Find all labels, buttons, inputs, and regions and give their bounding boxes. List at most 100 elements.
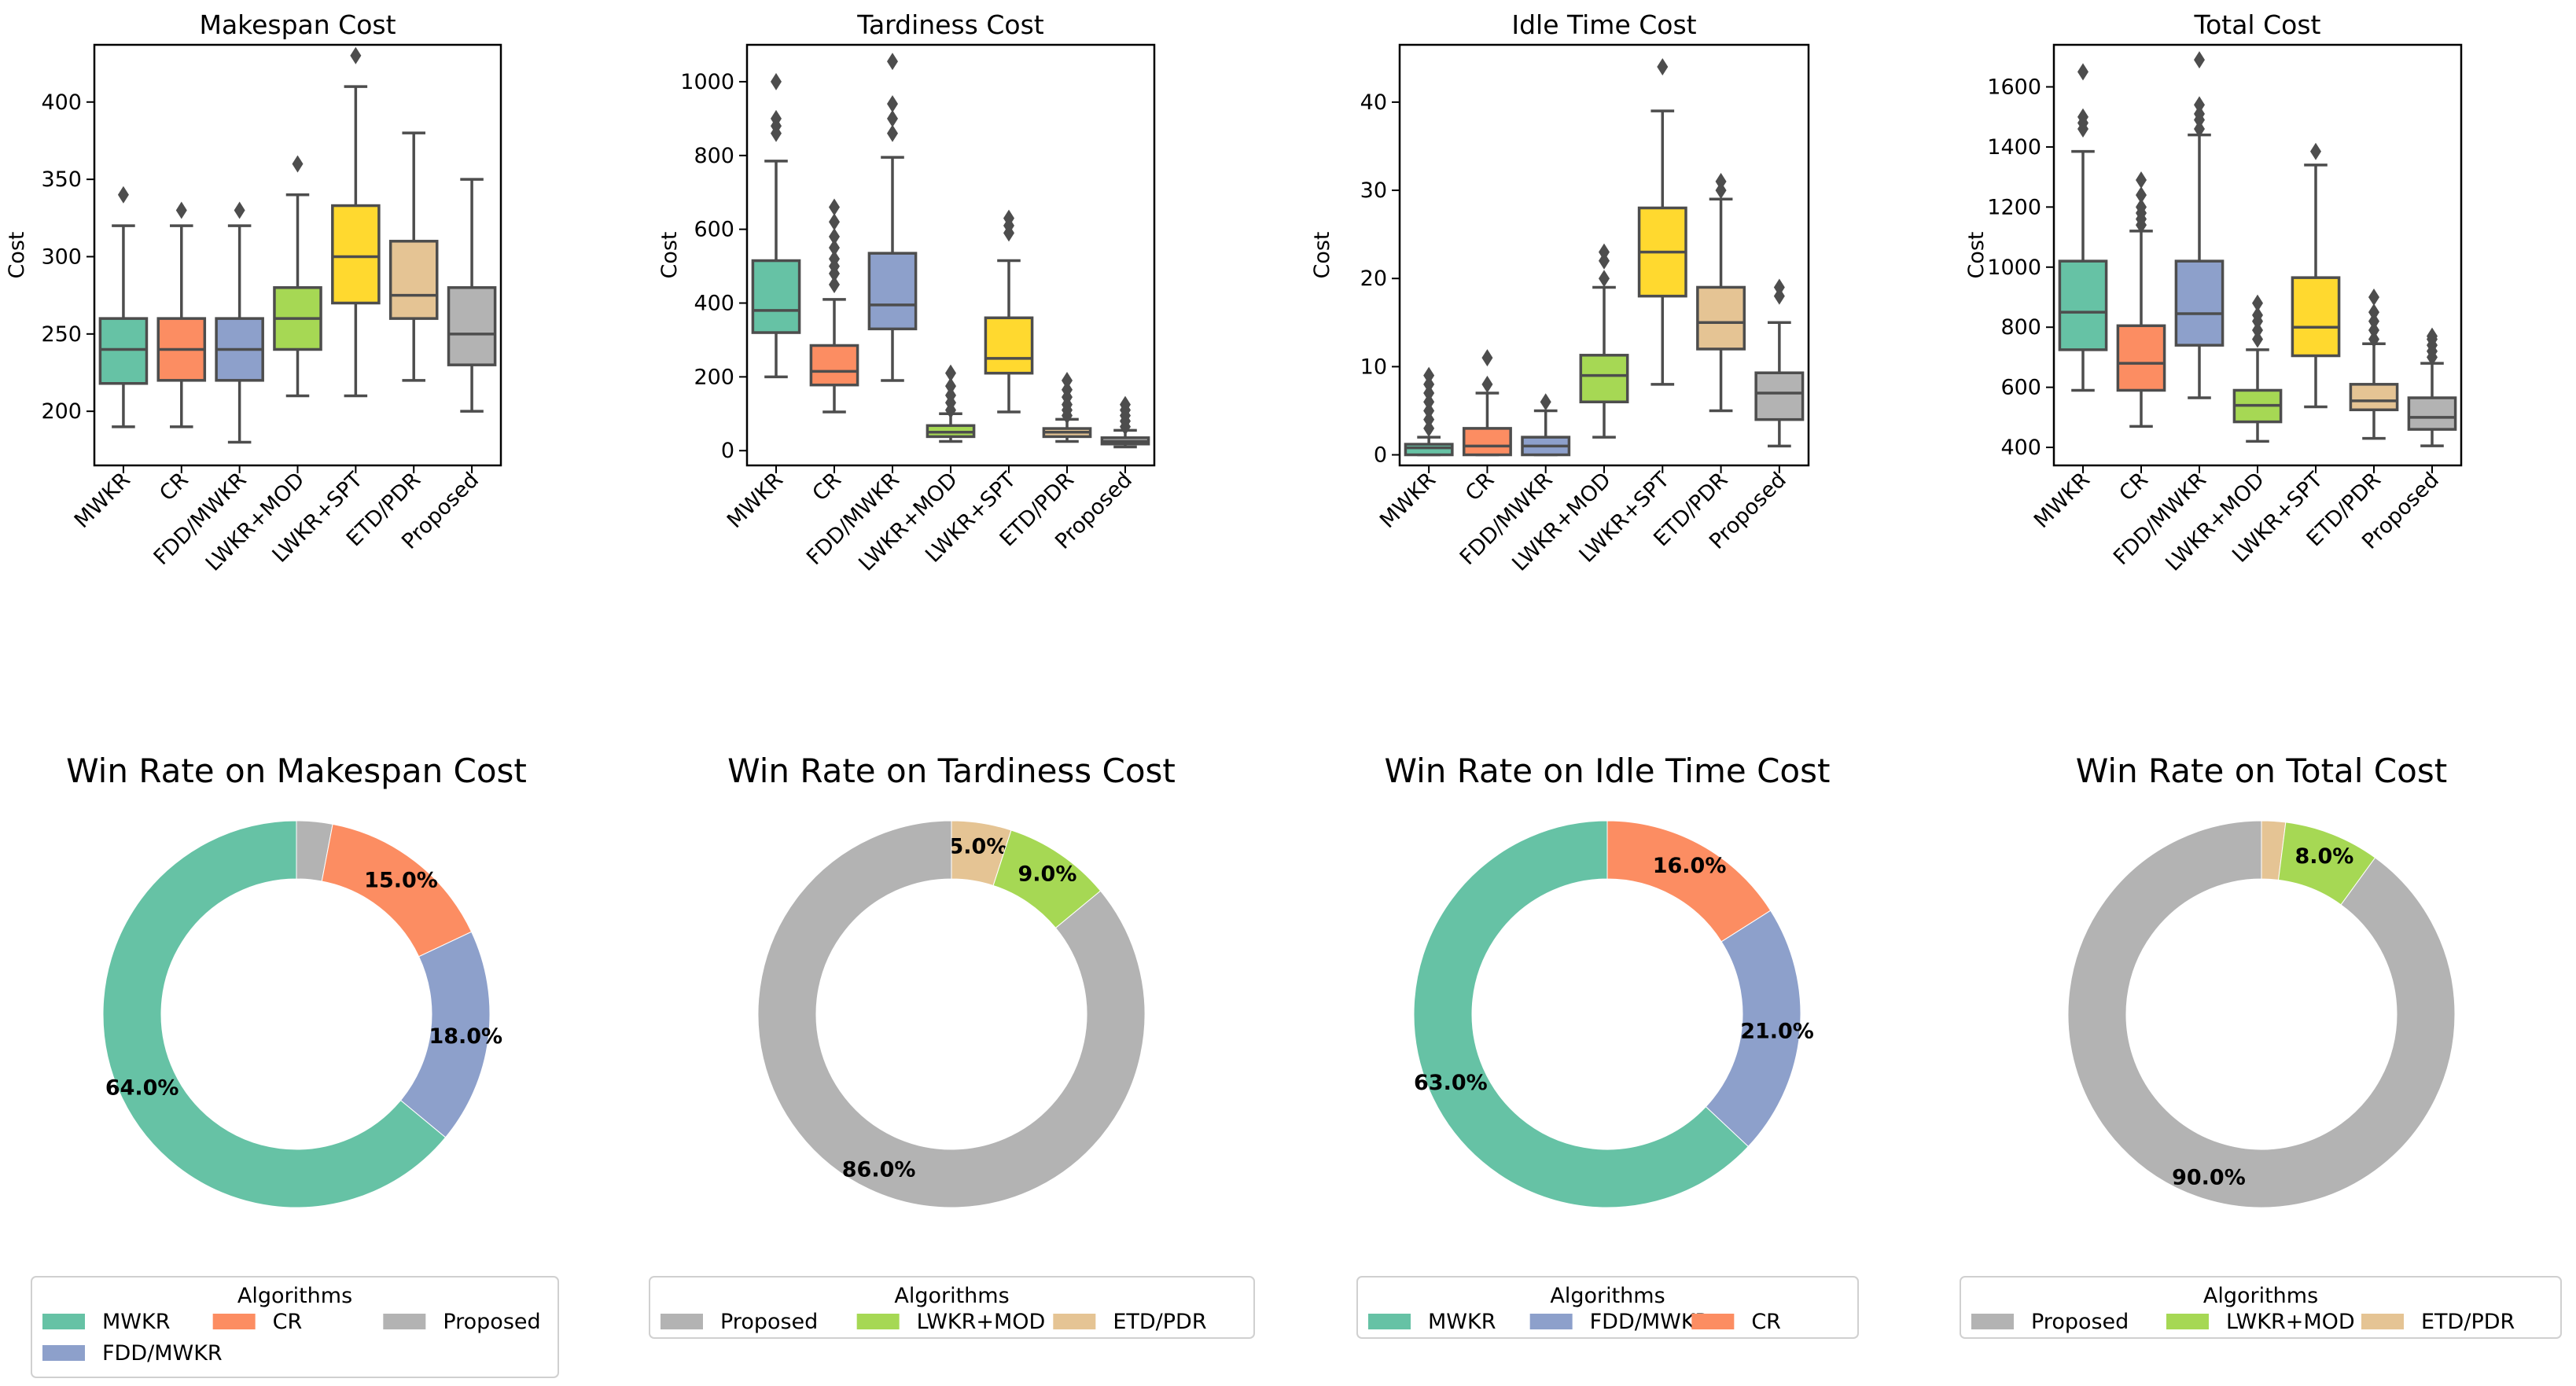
box-iqr <box>2349 383 2399 412</box>
box-lwkr-mod <box>273 155 322 398</box>
box-lwkr-spt <box>1637 58 1687 386</box>
outlier-marker <box>1120 395 1131 414</box>
outlier-marker <box>2310 142 2321 160</box>
outlier-marker <box>117 186 129 204</box>
legend-swatch <box>212 1314 256 1329</box>
box-iqr <box>331 204 381 305</box>
outlier-marker <box>2368 322 2379 340</box>
box-mwkr <box>2058 63 2108 392</box>
box-iqr <box>1462 427 1512 457</box>
box-iqr <box>1404 443 1454 457</box>
outlier-marker <box>1599 270 1610 288</box>
x-tick-label: CR <box>808 468 846 506</box>
legend-title: Algorithms <box>2203 1284 2318 1308</box>
legend-label: ETD/PDR <box>2421 1310 2515 1334</box>
outlier-marker <box>945 386 956 404</box>
box-fdd-mwkr <box>215 201 264 444</box>
outlier-marker <box>1423 419 1435 437</box>
legend: Algorithms MWKR FDD/MWKR CR <box>1356 1276 1859 1339</box>
boxplot-4: Total Cost Cost 400 600 800 1000 1200 1400 1600 M… <box>1964 9 2463 576</box>
outlier-marker <box>1599 243 1610 261</box>
donut-title: Win Rate on Idle Time Cost <box>1385 752 1831 790</box>
y-tick-label: 600 <box>2000 376 2041 400</box>
legend: Algorithms Proposed LWKR+MOD ETD/PDR <box>649 1276 1255 1339</box>
x-tick-label: MWKR <box>1375 468 1441 533</box>
boxplot-title: Total Cost <box>2194 9 2321 40</box>
legend-label: ETD/PDR <box>1113 1310 1206 1334</box>
legend-frame <box>31 1276 559 1378</box>
outlier-marker <box>234 201 245 219</box>
x-tick-label: CR <box>1461 468 1500 506</box>
legend-label: LWKR+MOD <box>917 1310 1046 1334</box>
outlier-marker <box>2194 105 2205 123</box>
box-cr <box>2116 171 2166 428</box>
box-cr <box>1462 349 1512 457</box>
axes-frame <box>93 43 502 467</box>
outlier-marker <box>1773 278 1785 296</box>
box-proposed <box>1754 278 1805 448</box>
legend-label: FDD/MWKR <box>102 1341 223 1366</box>
y-tick-label: 40 <box>1360 90 1387 115</box>
donut-slice-proposed <box>757 820 1146 1208</box>
outlier-marker <box>1540 393 1551 411</box>
x-tick-label: MWKR <box>723 468 788 533</box>
legend-swatch <box>2361 1314 2404 1329</box>
box-iqr <box>809 344 859 387</box>
y-tick-label: 200 <box>41 399 82 424</box>
y-tick-label: 30 <box>1360 178 1387 203</box>
box-etd-pdr <box>1042 372 1092 443</box>
legend-label: MWKR <box>1428 1310 1496 1334</box>
outlier-marker <box>1481 349 1493 367</box>
y-tick-label: 10 <box>1360 355 1387 379</box>
box-mwkr <box>98 186 149 428</box>
legend-frame <box>649 1276 1255 1339</box>
outlier-marker <box>1423 375 1435 393</box>
outlier-marker <box>1423 384 1435 403</box>
box-cr <box>809 198 859 414</box>
donut-percent-label: 63.0% <box>1414 1071 1488 1095</box>
outlier-marker <box>1003 209 1014 227</box>
boxplot-title: Idle Time Cost <box>1511 9 1696 40</box>
legend-label: CR <box>273 1310 303 1334</box>
legend-swatch <box>42 1345 85 1361</box>
box-iqr <box>2407 396 2457 431</box>
box-iqr <box>2058 259 2108 351</box>
legend-label: Proposed <box>2031 1310 2129 1334</box>
box-iqr <box>1754 371 1805 421</box>
box-proposed <box>447 178 497 413</box>
outlier-marker <box>829 276 840 294</box>
y-tick-label: 0 <box>721 439 734 463</box>
outlier-marker <box>2368 330 2379 348</box>
legend-title: Algorithms <box>1550 1284 1665 1308</box>
donut-percent-label: 8.0% <box>2294 844 2353 869</box>
outlier-marker <box>1599 252 1610 270</box>
donut-percent-label: 21.0% <box>1740 1019 1814 1043</box>
box-mwkr <box>751 72 801 379</box>
y-tick-label: 1600 <box>1987 75 2041 100</box>
box-iqr <box>2116 324 2166 392</box>
donut-percent-label: 18.0% <box>429 1024 502 1049</box>
x-tick-label: MWKR <box>70 468 135 533</box>
outlier-marker <box>1715 182 1727 200</box>
y-tick-label: 1400 <box>1987 135 2041 160</box>
y-tick-label: 0 <box>1374 443 1387 468</box>
axes-frame <box>745 43 1156 467</box>
outlier-marker <box>2136 198 2147 216</box>
boxplot-title: Tardiness Cost <box>856 9 1044 40</box>
outlier-marker <box>2136 171 2147 189</box>
outlier-marker <box>175 201 187 219</box>
y-tick-label: 1000 <box>1987 256 2041 280</box>
outlier-marker <box>1657 58 1669 76</box>
box-lwkr-mod <box>926 364 976 443</box>
y-tick-label: 400 <box>694 292 734 316</box>
legend-swatch <box>661 1314 703 1329</box>
donut-slice-proposed <box>2067 820 2456 1208</box>
legend-frame <box>1960 1276 2562 1339</box>
box-iqr <box>984 316 1034 375</box>
outlier-marker <box>829 213 840 231</box>
outlier-marker <box>887 124 898 142</box>
outlier-marker <box>2252 306 2263 324</box>
outlier-marker <box>2252 322 2263 340</box>
